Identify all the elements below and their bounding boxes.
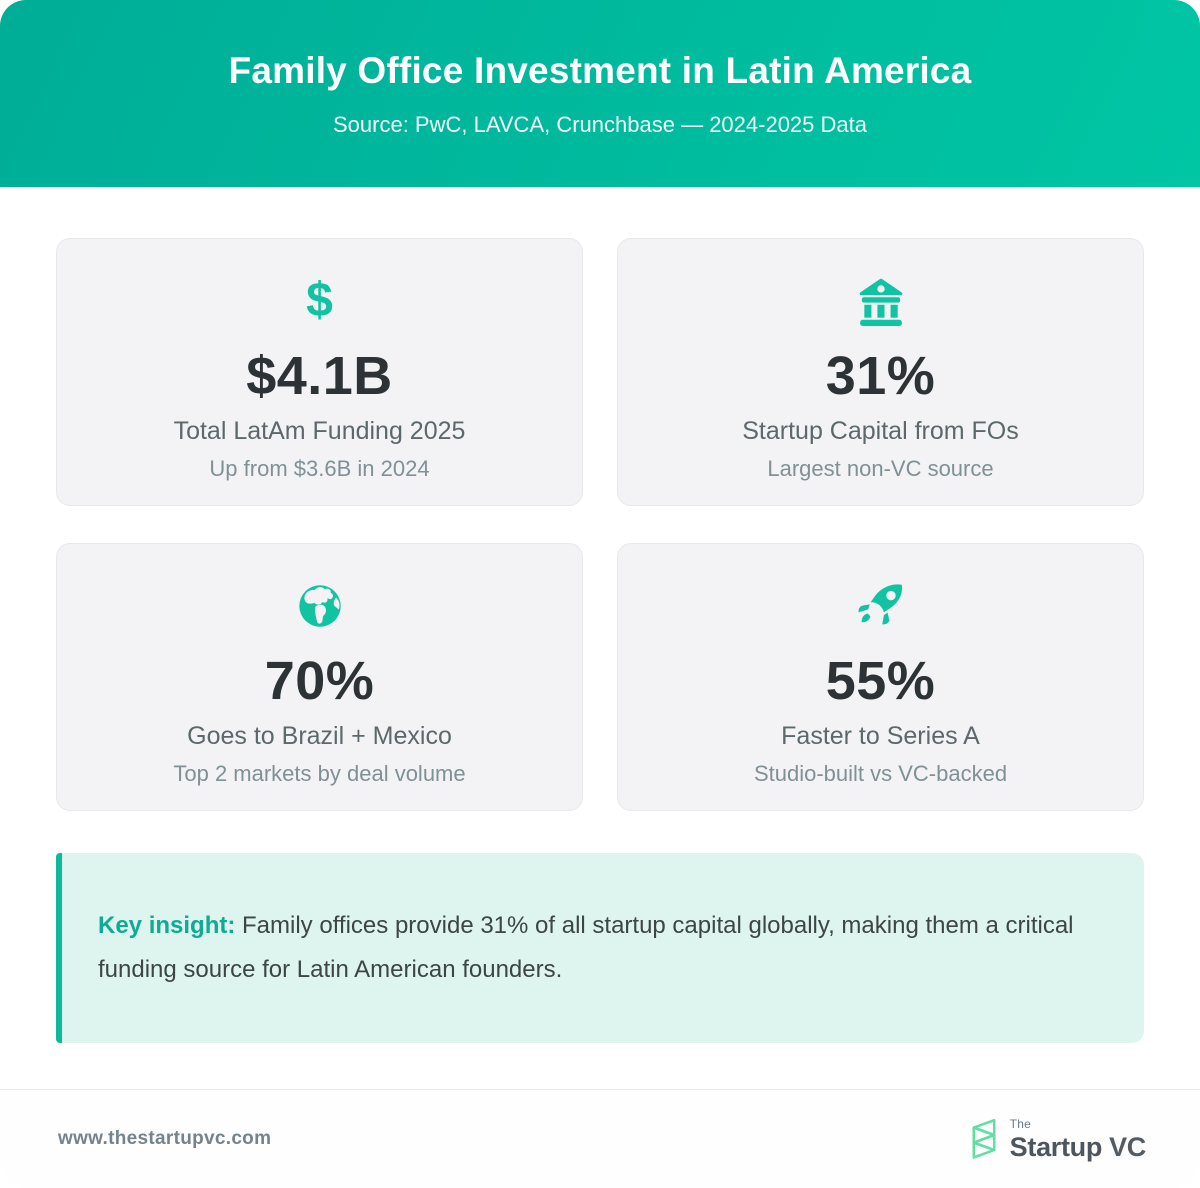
stat-label: Faster to Series A — [781, 722, 980, 750]
brand-the: The — [1009, 1116, 1031, 1131]
brand-text: The Startup VC — [1009, 1116, 1147, 1162]
page-title: Family Office Investment in Latin Americ… — [228, 49, 972, 91]
stat-value: $4.1B — [246, 346, 393, 406]
stat-sublabel: Largest non-VC source — [767, 456, 994, 481]
globe-icon — [57, 582, 582, 630]
stat-card-fo-capital: 31% Startup Capital from FOs Largest non… — [617, 238, 1144, 506]
stat-value: 31% — [825, 346, 936, 406]
brand-name: Startup VC — [1009, 1131, 1147, 1162]
page-subtitle: Source: PwC, LAVCA, Crunchbase — 2024-20… — [333, 111, 867, 137]
stat-sublabel: Top 2 markets by deal volume — [173, 761, 466, 786]
stat-sublabel: Studio-built vs VC-backed — [753, 761, 1008, 786]
brand-startup: Startup — [1009, 1131, 1103, 1162]
stat-label: Goes to Brazil + Mexico — [187, 722, 452, 750]
website-link[interactable]: www.thestartupvc.com — [58, 1128, 272, 1149]
stat-card-markets: 70% Goes to Brazil + Mexico Top 2 market… — [56, 543, 583, 811]
footer: www.thestartupvc.com The Startup VC — [0, 1089, 1200, 1188]
stat-sublabel: Up from $3.6B in 2024 — [209, 456, 430, 481]
stat-label: Total LatAm Funding 2025 — [173, 417, 466, 445]
stat-value: 70% — [264, 651, 375, 711]
stat-card-series-a: 55% Faster to Series A Studio-built vs V… — [617, 543, 1144, 811]
startup-vc-logo-icon — [972, 1118, 996, 1159]
rocket-icon — [618, 582, 1143, 630]
stat-label: Startup Capital from FOs — [742, 417, 1019, 445]
insight-text: Family offices provide 31% of all startu… — [98, 912, 1074, 983]
insight-label: Key insight: — [98, 912, 236, 939]
key-insight-paragraph: Key insight: Family offices provide 31% … — [98, 904, 1080, 992]
bank-icon — [618, 277, 1143, 326]
stats-grid: $ $4.1B Total LatAm Funding 2025 Up from… — [0, 187, 1200, 811]
brand-vc: VC — [1109, 1131, 1146, 1162]
header-banner: Family Office Investment in Latin Americ… — [0, 0, 1200, 187]
dollar-icon: $ — [306, 274, 333, 327]
stat-card-funding: $ $4.1B Total LatAm Funding 2025 Up from… — [56, 238, 583, 506]
key-insight-box: Key insight: Family offices provide 31% … — [56, 853, 1144, 1043]
brand-logo: The Startup VC — [968, 1117, 1146, 1161]
stat-value: 55% — [825, 651, 936, 711]
